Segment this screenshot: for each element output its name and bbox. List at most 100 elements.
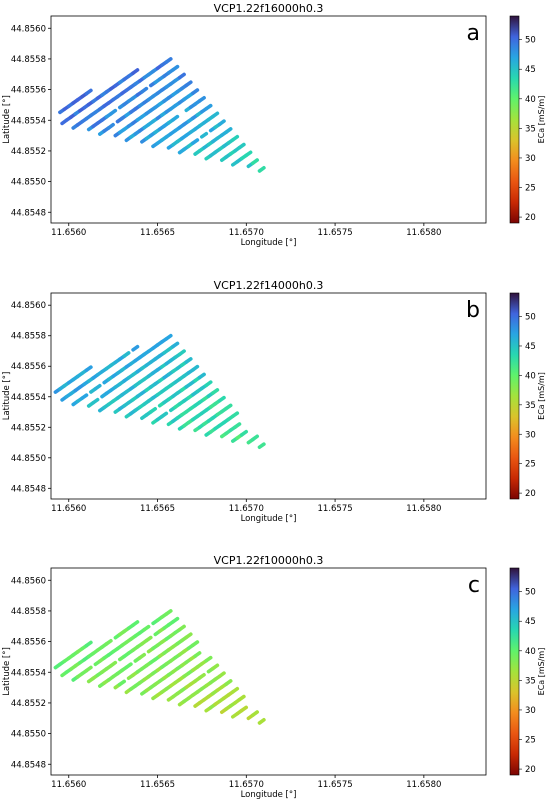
x-tick-label: 11.6580 — [406, 504, 441, 514]
track-segment — [171, 616, 180, 624]
track-segment — [217, 119, 226, 127]
colorbar-label: ECa [mS/m] — [537, 372, 546, 420]
x-tick-label: 11.6565 — [140, 228, 175, 238]
y-tick-label: 44.8560 — [11, 301, 46, 311]
plot-background — [51, 16, 486, 223]
colorbar-tick-label: 30 — [525, 154, 536, 164]
x-tick-label: 11.6570 — [229, 504, 264, 514]
colorbar-tick-label: 20 — [525, 765, 536, 775]
plot-background — [51, 568, 486, 775]
track-segment — [251, 710, 260, 718]
track-segment — [104, 638, 113, 646]
track-segment — [197, 372, 206, 380]
track-segment — [140, 86, 149, 94]
survey-tracks — [53, 609, 266, 725]
track-segment — [109, 108, 118, 116]
x-tick-label: 11.6565 — [140, 780, 175, 790]
track-segment — [184, 632, 193, 640]
track-segment — [177, 624, 186, 632]
colorbar-tick-label: 20 — [525, 489, 536, 499]
track-segment — [193, 651, 202, 658]
track-segment — [224, 679, 233, 686]
panel-c: VCP1.22f10000h0.3 11.6560 11.6565 11.6570 11… — [2, 554, 546, 800]
track-segment — [204, 655, 213, 663]
x-tick-label: 11.6575 — [318, 228, 353, 238]
y-tick-label: 44.8552 — [11, 699, 46, 709]
track-segment — [164, 57, 173, 64]
track-segment — [160, 411, 169, 419]
colorbar-tick-label: 45 — [525, 342, 536, 352]
track-segment — [177, 349, 186, 357]
colorbar: 20 25 30 35 40 45 50 ECa [mS/m] — [509, 567, 546, 776]
colorbar-tick-label: 25 — [525, 736, 536, 746]
track-segment — [137, 652, 146, 660]
colorbar-tick-label: 50 — [525, 588, 536, 598]
y-tick-label: 44.8554 — [11, 116, 46, 126]
colorbar: 20 25 30 35 40 45 50 ECa [mS/m] — [509, 292, 546, 500]
x-tick-label: 11.6575 — [318, 780, 353, 790]
track-segment — [184, 80, 193, 88]
y-tick-label: 44.8554 — [11, 668, 46, 678]
x-tick-label: 11.6565 — [140, 504, 175, 514]
track-segment — [231, 411, 240, 419]
colorbar-label: ECa [mS/m] — [537, 648, 546, 696]
colorbar-tick-label: 45 — [525, 65, 536, 75]
colorbar-tick-label: 20 — [525, 213, 536, 223]
track-segment — [191, 138, 200, 145]
panel-a: VCP1.22f16000h0.3 11.6560 11.6565 11.6570 11… — [2, 2, 546, 248]
track-segment — [231, 134, 240, 142]
plot-background — [51, 293, 486, 499]
colorbar-scale — [509, 15, 520, 224]
x-tick-label: 11.6570 — [229, 780, 264, 790]
y-tick-label: 44.8550 — [11, 178, 46, 188]
track-segment — [84, 88, 93, 96]
colorbar-tick-label: 40 — [525, 647, 536, 657]
colorbar-tick-label: 25 — [525, 460, 536, 470]
track-segment — [171, 114, 180, 122]
track-segment — [149, 406, 157, 414]
track-segment — [84, 365, 93, 373]
y-tick-label: 44.8560 — [11, 24, 46, 34]
track-segment — [257, 166, 266, 173]
track-segment — [131, 68, 140, 75]
y-axis-label: Latitude [°] — [2, 95, 12, 144]
track-segment — [93, 383, 102, 391]
y-axis-label: Latitude [°] — [2, 647, 12, 696]
y-tick-label: 44.8558 — [11, 607, 46, 617]
track-segment — [171, 341, 180, 349]
y-tick-label: 44.8556 — [11, 362, 46, 372]
y-tick-label: 44.8550 — [11, 454, 46, 464]
survey-tracks — [53, 333, 266, 450]
track-segment — [184, 357, 193, 364]
x-axis-label: Longitude [°] — [241, 790, 297, 800]
track-segment — [257, 442, 266, 450]
colorbar-tick-label: 30 — [525, 706, 536, 716]
track-segment — [231, 686, 240, 694]
chart-title: VCP1.22f14000h0.3 — [214, 279, 324, 292]
track-segment — [224, 403, 233, 411]
colorbar-tick-label: 50 — [525, 36, 536, 46]
colorbar-scale — [509, 292, 520, 500]
track-segment — [211, 388, 220, 395]
plot-frame — [50, 292, 487, 500]
track-segment — [124, 662, 133, 670]
track-segment — [91, 397, 100, 405]
chart-title: VCP1.22f16000h0.3 — [214, 2, 324, 15]
track-segment — [109, 660, 118, 668]
colorbar-tick-label: 40 — [525, 371, 536, 381]
colorbar-tick-label: 35 — [525, 676, 536, 686]
colorbar-scale — [509, 567, 520, 776]
colorbar-tick-label: 50 — [525, 313, 536, 323]
track-segment — [239, 429, 248, 437]
x-tick-label: 11.6570 — [229, 228, 264, 238]
track-segment — [233, 422, 242, 429]
track-segment — [164, 333, 173, 341]
x-axis-label: Longitude [°] — [241, 514, 297, 524]
track-segment — [251, 158, 260, 165]
survey-tracks — [58, 57, 266, 173]
track-segment — [257, 717, 266, 725]
x-tick-label: 11.6560 — [51, 504, 86, 514]
track-segment — [84, 640, 93, 648]
track-segment — [117, 679, 126, 687]
